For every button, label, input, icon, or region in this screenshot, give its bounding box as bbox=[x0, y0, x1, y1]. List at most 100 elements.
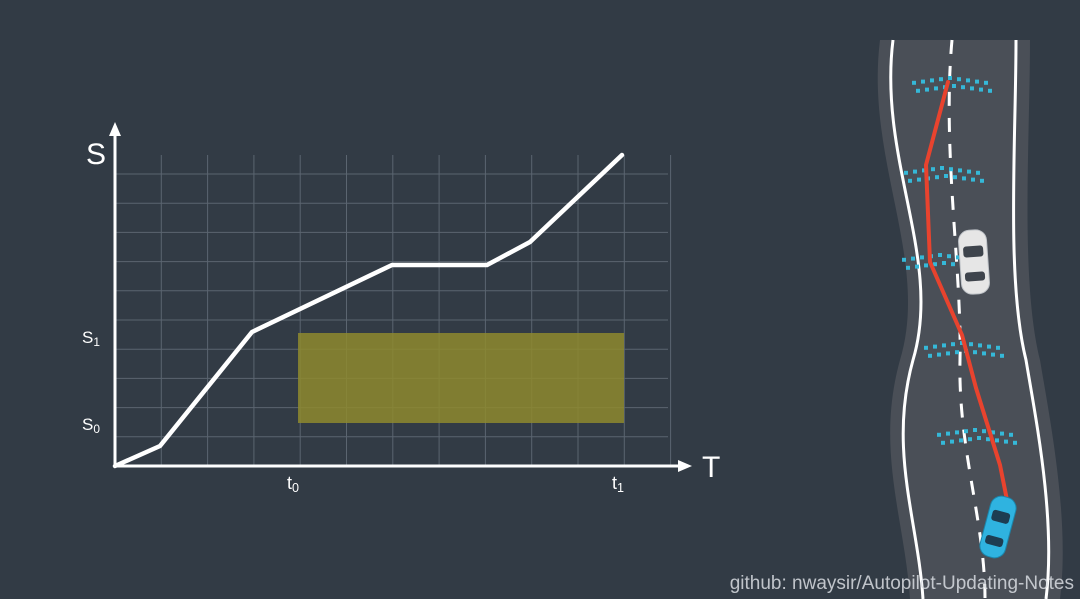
sample-point bbox=[973, 350, 977, 355]
sample-point bbox=[982, 351, 986, 356]
sample-point bbox=[982, 429, 986, 434]
sample-point bbox=[976, 170, 980, 175]
sample-point bbox=[911, 256, 915, 261]
sample-point bbox=[933, 344, 937, 349]
sample-point bbox=[948, 76, 952, 80]
sample-point bbox=[921, 79, 925, 84]
sample-point bbox=[937, 352, 941, 357]
sample-point bbox=[986, 437, 990, 442]
sample-point bbox=[1000, 353, 1004, 358]
sample-point bbox=[924, 263, 928, 268]
sample-point bbox=[937, 432, 941, 437]
sample-point bbox=[951, 262, 955, 267]
sample-point bbox=[971, 177, 975, 182]
sample-point bbox=[984, 80, 988, 85]
sample-point bbox=[924, 345, 928, 350]
sample-point bbox=[955, 430, 959, 435]
sample-point bbox=[991, 430, 995, 435]
sample-point bbox=[941, 440, 945, 445]
planned-path bbox=[924, 80, 1010, 507]
sample-point bbox=[952, 84, 956, 88]
sample-point bbox=[955, 350, 959, 355]
ego-car bbox=[979, 495, 1017, 559]
sample-point bbox=[930, 78, 934, 83]
sample-point bbox=[925, 87, 929, 92]
sample-point bbox=[928, 353, 932, 358]
tick-label-t0: t0 bbox=[287, 473, 299, 495]
tick-label-s0: S0 bbox=[82, 415, 100, 436]
sample-point bbox=[991, 352, 995, 357]
sample-point bbox=[962, 176, 966, 181]
sample-point bbox=[904, 170, 908, 175]
sample-point bbox=[978, 343, 982, 348]
left-lane-line bbox=[889, 39, 925, 599]
sample-point bbox=[959, 438, 963, 443]
sample-point bbox=[908, 178, 912, 183]
sample-point bbox=[1009, 432, 1013, 437]
sample-point bbox=[970, 86, 974, 91]
sample-point bbox=[988, 88, 992, 93]
sample-point bbox=[956, 255, 960, 260]
sample-point bbox=[969, 342, 973, 347]
road-scene bbox=[877, 39, 1063, 599]
sample-point bbox=[938, 253, 942, 257]
y-axis-label: S bbox=[86, 138, 106, 171]
sample-point bbox=[964, 429, 968, 434]
st-trajectory bbox=[112, 152, 625, 469]
sample-point bbox=[951, 342, 955, 347]
sample-point bbox=[940, 166, 944, 170]
sample-point bbox=[960, 341, 964, 345]
sample-point bbox=[968, 437, 972, 442]
center-lane-line bbox=[947, 39, 987, 599]
sample-point bbox=[906, 265, 910, 270]
right-lane-line bbox=[1012, 39, 1051, 599]
sample-point bbox=[977, 436, 981, 440]
sample-point bbox=[953, 175, 957, 180]
sample-point bbox=[946, 431, 950, 436]
sample-point bbox=[922, 168, 926, 173]
sample-point bbox=[966, 78, 970, 83]
x-axis-label: T bbox=[702, 451, 720, 484]
sample-point bbox=[942, 261, 946, 265]
sample-point bbox=[973, 428, 977, 432]
sample-point bbox=[995, 438, 999, 443]
sample-point bbox=[996, 345, 1000, 350]
sample-point bbox=[947, 254, 951, 259]
sample-point bbox=[902, 257, 906, 262]
sample-point bbox=[1013, 440, 1017, 445]
sample-point bbox=[979, 87, 983, 92]
sample-point bbox=[980, 178, 984, 183]
sample-point bbox=[942, 343, 946, 348]
sample-point bbox=[931, 167, 935, 172]
sample-point bbox=[913, 169, 917, 174]
sample-point bbox=[957, 77, 961, 82]
sample-point bbox=[934, 86, 938, 91]
road-surface bbox=[877, 40, 1063, 599]
sample-point bbox=[949, 167, 953, 172]
sample-point bbox=[946, 351, 950, 356]
tick-label-t1: t1 bbox=[612, 473, 624, 495]
sample-point bbox=[961, 85, 965, 90]
sample-point bbox=[967, 169, 971, 174]
x-axis-arrow bbox=[678, 460, 692, 472]
other-car bbox=[958, 229, 990, 295]
watermark: github: nwaysir/Autopilot-Updating-Notes bbox=[729, 573, 1074, 594]
tick-label-s1: S1 bbox=[82, 328, 100, 349]
sample-point bbox=[939, 77, 943, 82]
sample-point bbox=[1004, 439, 1008, 444]
sample-point bbox=[935, 175, 939, 180]
sample-point bbox=[987, 344, 991, 349]
sample-point bbox=[917, 177, 921, 182]
sample-point bbox=[933, 262, 937, 267]
sample-point bbox=[944, 174, 948, 178]
sample-point bbox=[958, 168, 962, 173]
sample-point bbox=[950, 439, 954, 444]
sample-point bbox=[915, 264, 919, 269]
sample-point bbox=[975, 79, 979, 84]
sample-point bbox=[1000, 431, 1004, 436]
sample-point bbox=[916, 88, 920, 93]
sample-point bbox=[920, 255, 924, 260]
sample-point bbox=[912, 80, 916, 85]
y-axis-arrow bbox=[109, 122, 121, 136]
